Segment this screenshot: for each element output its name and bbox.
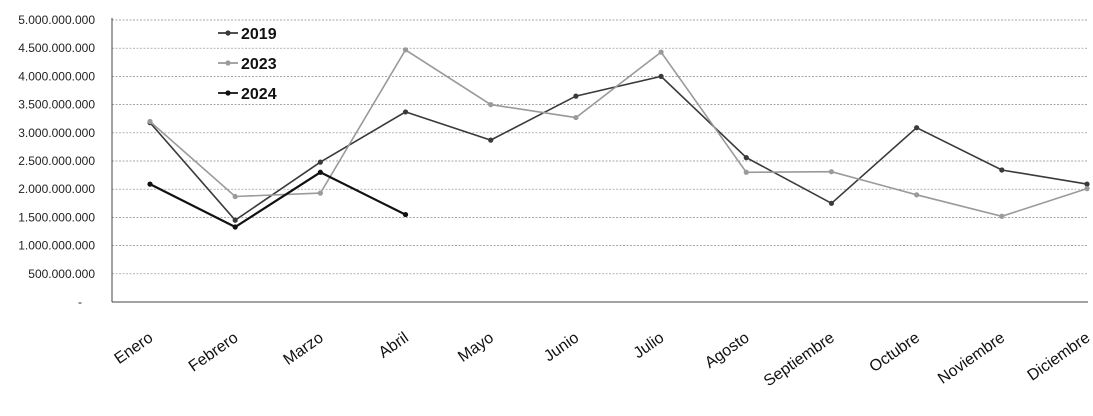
series-2024 [147,169,409,230]
legend-label: 2024 [241,86,277,103]
data-point [914,192,920,198]
series-line [149,48,1088,218]
data-point [402,109,409,115]
data-point [1084,181,1090,187]
x-tick-label: Abril [376,329,412,361]
x-tick-label: Agosto [702,329,753,372]
data-point [999,213,1005,219]
data-point [914,125,920,131]
x-axis: Enero Febrero Marzo Abril Mayo Junio Julio Agos… [112,301,1093,390]
legend-marker [225,60,231,66]
x-tick-label: Junio [541,329,582,365]
x-tick-label: Marzo [280,329,326,368]
legend-marker [225,30,231,36]
legend-item-2023: 2023 [218,56,277,73]
series-2019 [147,73,1090,223]
series-line [149,171,406,229]
series-2023 [147,47,1090,219]
legend-marker [225,90,231,96]
x-tick-label: Febrero [186,329,242,375]
data-point [232,193,238,200]
data-point [828,200,835,206]
data-point [317,190,323,196]
series-line [149,75,1088,222]
x-tick-label: Septiembre [761,329,838,390]
y-tick-label: - [78,295,82,309]
data-point [488,137,494,143]
y-tick-label: 4.500.000.000 [18,41,95,55]
y-tick-label: 5.000.000.000 [18,13,95,27]
x-tick-label: Diciembre [1025,329,1093,384]
legend: 2019 2023 2024 [218,26,277,103]
data-point [402,211,409,218]
y-tick-label: 1.000.000.000 [18,239,95,253]
data-point [232,217,238,223]
data-point [317,159,323,165]
y-tick-label: 2.000.000.000 [18,182,95,196]
series-lines [147,47,1090,230]
data-point [999,167,1005,173]
legend-label: 2023 [241,56,277,73]
y-tick-label: 2.500.000.000 [18,154,95,168]
y-tick-label: 3.000.000.000 [18,126,95,140]
data-point [1084,186,1090,192]
data-point [147,181,153,187]
data-point [743,155,749,161]
x-tick-label: Enero [112,329,157,367]
x-tick-label: Julio [631,329,668,362]
data-point [317,169,323,175]
data-point [743,169,749,175]
data-point [573,114,579,121]
data-point [658,49,664,55]
legend-item-2024: 2024 [218,86,277,103]
data-point [573,93,579,99]
data-point [658,73,664,79]
data-point [828,169,835,175]
data-point [402,47,409,53]
data-point [488,102,494,108]
data-point [147,118,153,125]
y-tick-label: 3.500.000.000 [18,98,95,112]
y-tick-label: 500.000.000 [28,267,95,281]
legend-label: 2019 [241,26,277,43]
y-tick-label: 4.000.000.000 [18,69,95,83]
x-tick-label: Mayo [455,329,497,365]
gridlines [112,19,1088,275]
y-axis: - 500.000.000 1.000.000.000 1.500.000.000 2.… [18,13,113,309]
y-tick-label: 1.500.000.000 [18,210,95,224]
x-tick-label: Octubre [867,329,923,376]
x-tick-label: Noviembre [935,329,1008,387]
legend-item-2019: 2019 [218,26,277,43]
data-point [232,224,238,230]
